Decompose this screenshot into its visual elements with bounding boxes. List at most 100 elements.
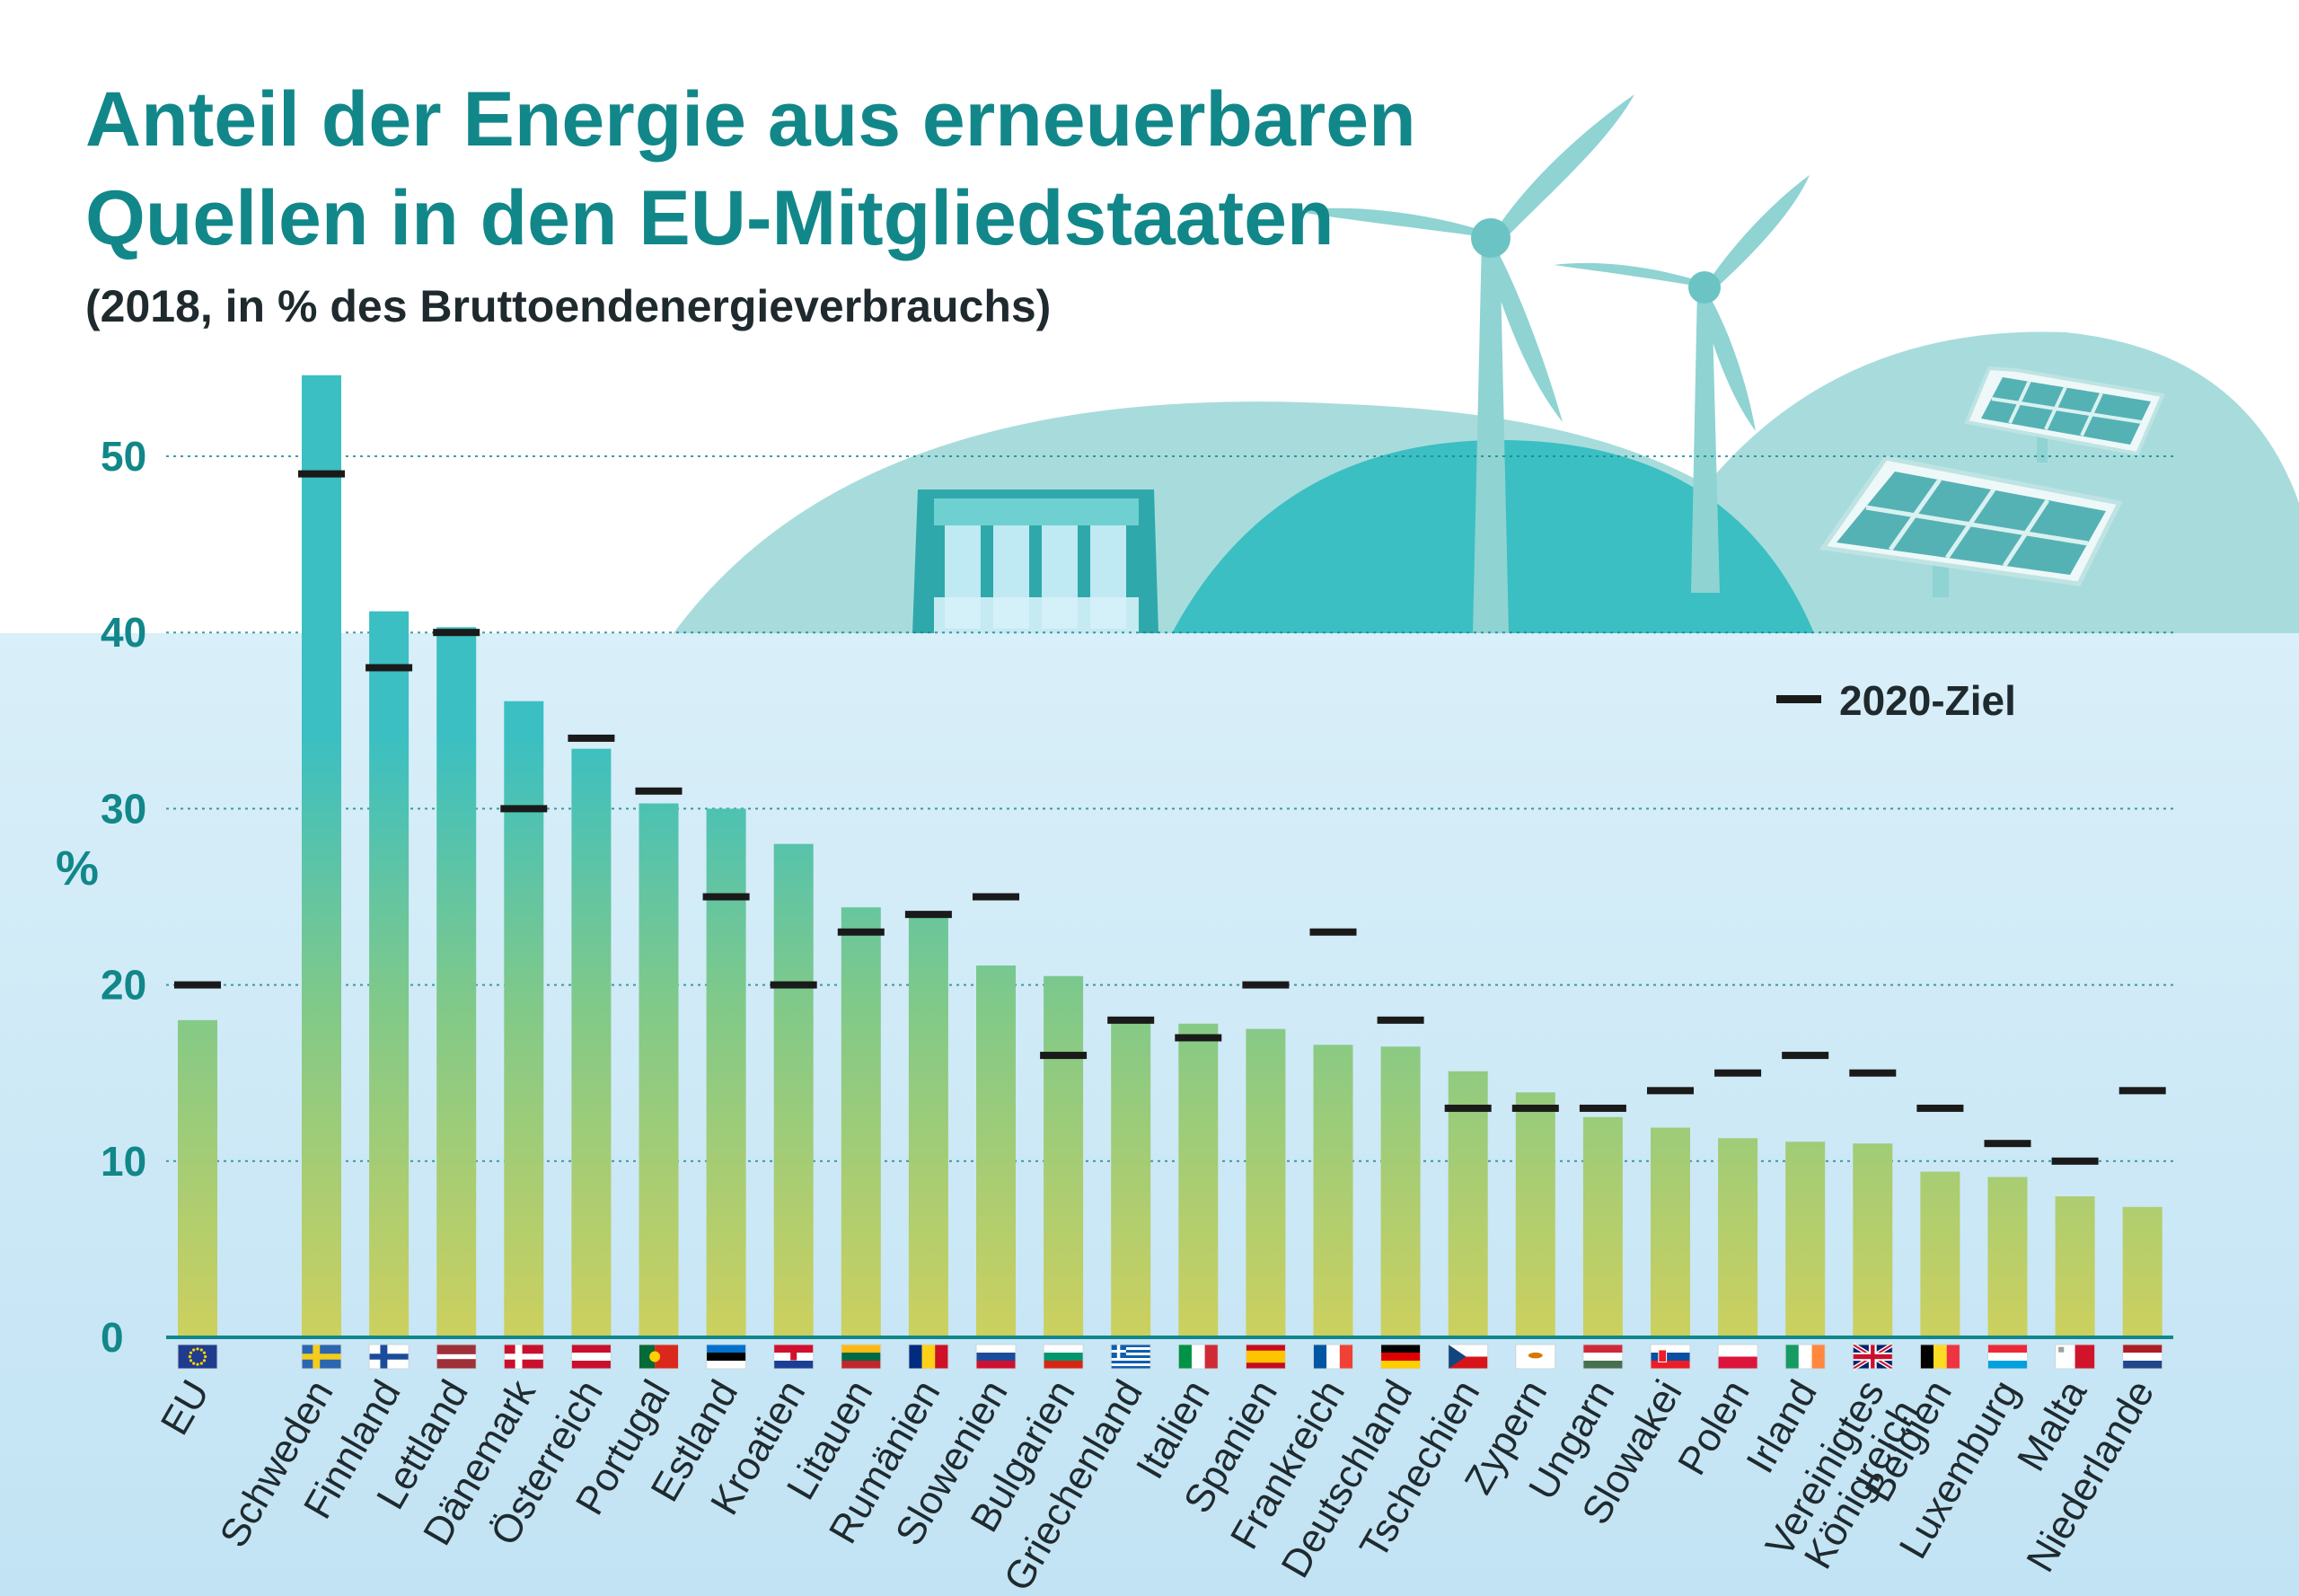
target-marker [1511, 1104, 1559, 1112]
flag-icon-be [1919, 1344, 1960, 1370]
flag-icon-es [1245, 1344, 1286, 1370]
flag-icon-hr [773, 1344, 815, 1370]
bar-österreich [571, 748, 612, 1337]
y-tick-label: 40 [101, 609, 146, 656]
flag-icon-dk [503, 1344, 544, 1370]
y-axis-label: % [56, 842, 99, 895]
bar-zypern [1515, 1092, 1555, 1337]
bar-vereinigtes-königreich [1853, 1143, 1893, 1337]
bar-kroatien [773, 843, 814, 1337]
flag-icon-gr [1110, 1344, 1151, 1370]
target-marker [1444, 1104, 1492, 1112]
bar-estland [706, 808, 746, 1337]
target-marker [1916, 1104, 1964, 1112]
flag-icon-se [301, 1344, 342, 1370]
target-marker [702, 893, 750, 901]
bar-spanien [1246, 1028, 1286, 1337]
bars [178, 375, 2162, 1337]
bar-italien [1178, 1023, 1219, 1337]
bar-malta [2055, 1196, 2095, 1337]
bar-irland [1785, 1142, 1826, 1337]
bar-griechenland [1111, 1019, 1151, 1337]
bar-portugal [639, 803, 679, 1337]
bar-luxemburg [1987, 1177, 2028, 1337]
bar-frankreich [1313, 1045, 1353, 1337]
bar-rumänien [908, 916, 948, 1337]
bar-deutschland [1380, 1046, 1421, 1337]
target-marker [1377, 1016, 1424, 1024]
y-tick-label: 20 [101, 962, 146, 1009]
flag-icon-cy [1515, 1344, 1556, 1370]
y-tick-label: 30 [101, 785, 146, 832]
flag-icon-lv [436, 1344, 477, 1370]
y-tick-label: 10 [101, 1138, 146, 1185]
target-marker [1647, 1087, 1694, 1095]
flag-icon-at [570, 1344, 612, 1370]
target-marker [1309, 928, 1357, 936]
target-marker [1849, 1069, 1897, 1077]
chart-subtitle: (2018, in % des Bruttoendenergieverbrauc… [85, 281, 1051, 331]
y-tick-label: 0 [101, 1314, 124, 1361]
target-marker [1579, 1104, 1626, 1112]
flag-icon-ee [706, 1344, 747, 1370]
target-marker [1984, 1140, 2031, 1148]
target-marker [837, 928, 885, 936]
flag-icon-it [1177, 1344, 1219, 1370]
flag-icon-hu [1582, 1344, 1624, 1370]
target-marker [1107, 1016, 1155, 1024]
target-marker [2118, 1087, 2166, 1095]
wind-turbine-icon [1554, 175, 1810, 593]
bar-finnland [369, 611, 410, 1337]
legend-target-swatch [1776, 695, 1821, 703]
flag-icon-nl [2122, 1344, 2163, 1370]
flag-icon-pl [1717, 1344, 1758, 1370]
chart-title-line-2: Quellen in den EU-Mitgliedstaaten [85, 175, 1334, 261]
flag-icon-eu [177, 1344, 218, 1370]
bar-eu [178, 1019, 217, 1337]
flag-icon-gb [1851, 1342, 1894, 1371]
target-marker [1040, 1052, 1088, 1060]
target-marker [366, 664, 413, 672]
flag-icon-cz [1448, 1344, 1489, 1370]
renewable-scenery [674, 94, 2299, 633]
bar-belgien [1920, 1171, 1960, 1337]
target-marker [635, 787, 683, 795]
flag-icon-lt [841, 1344, 882, 1370]
target-marker [433, 629, 480, 637]
bar-ungarn [1582, 1116, 1623, 1337]
legend: 2020-Ziel [1776, 677, 2016, 724]
target-marker [1175, 1034, 1222, 1042]
bar-polen [1718, 1138, 1758, 1337]
target-markers [174, 470, 2166, 1165]
chart-title-line-1: Anteil der Energie aus erneuerbaren [85, 76, 1416, 163]
bar-tschechien [1448, 1071, 1488, 1337]
flag-icon-sk [1650, 1344, 1691, 1370]
target-marker [298, 470, 345, 478]
target-marker [1242, 981, 1290, 989]
y-tick-label: 50 [101, 433, 146, 480]
flag-icon-pt [639, 1344, 679, 1370]
solar-panel-icon [1819, 455, 2123, 597]
bar-slowakei [1651, 1127, 1690, 1337]
flag-icon-ie [1784, 1344, 1826, 1370]
flag-icon-fr [1313, 1344, 1353, 1370]
solar-panel-icon [1964, 366, 2165, 463]
flag-icon-ro [908, 1344, 949, 1370]
flag-icon-de [1380, 1344, 1422, 1370]
legend-target-label: 2020-Ziel [1839, 677, 2016, 724]
country-flags [177, 1342, 2163, 1371]
bar-slowenien [976, 966, 1016, 1337]
bar-niederlande [2122, 1206, 2162, 1337]
wind-turbine-icon [1293, 94, 1634, 633]
flag-icon-mt [2055, 1344, 2096, 1370]
target-marker [1714, 1069, 1762, 1077]
flag-icon-lu [1987, 1344, 2028, 1370]
target-marker [2051, 1157, 2099, 1165]
target-marker [770, 981, 817, 989]
target-marker [1782, 1052, 1829, 1060]
flag-icon-si [975, 1344, 1017, 1370]
target-marker [568, 734, 615, 742]
flag-icon-bg [1043, 1344, 1084, 1370]
flag-icon-fi [368, 1344, 410, 1370]
